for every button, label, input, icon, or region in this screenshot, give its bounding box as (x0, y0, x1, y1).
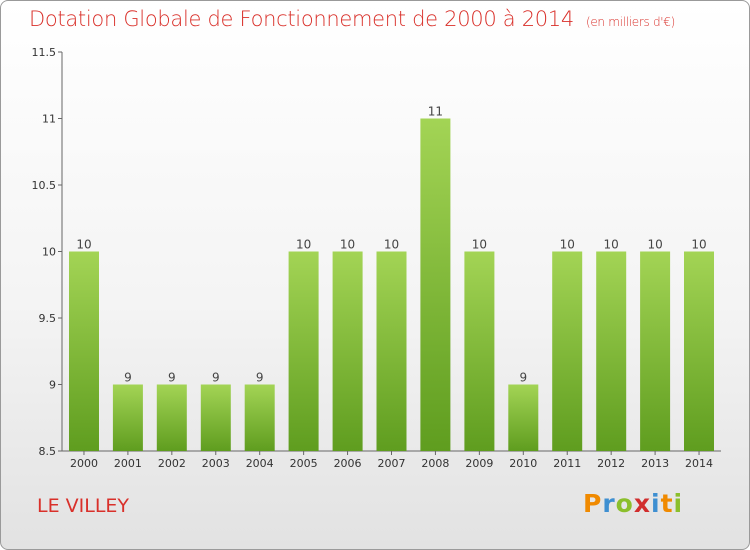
data-label: 10 (472, 238, 487, 252)
y-tick-label: 10 (42, 246, 56, 259)
x-tick-label: 2009 (465, 457, 493, 470)
data-label: 10 (76, 238, 91, 252)
bar-2010 (508, 384, 539, 451)
x-tick-label: 2002 (158, 457, 186, 470)
data-label: 9 (124, 371, 132, 385)
bar-2013 (640, 251, 671, 451)
y-tick-label: 11 (42, 113, 56, 126)
chart-bars (69, 118, 714, 451)
data-label: 9 (168, 371, 176, 385)
y-tick-label: 8.5 (39, 445, 57, 458)
chart-subtitle: (en milliers d'€) (585, 15, 675, 29)
chart-title: Dotation Globale de Fonctionnement de 20… (29, 7, 675, 31)
x-tick-label: 2004 (246, 457, 274, 470)
x-tick-label: 2006 (334, 457, 362, 470)
bar-2005 (288, 251, 319, 451)
data-label: 9 (212, 371, 220, 385)
data-label: 11 (428, 105, 443, 119)
data-label: 10 (340, 238, 355, 252)
bar-2007 (376, 251, 407, 451)
data-label: 10 (647, 238, 662, 252)
bar-2011 (552, 251, 583, 451)
bar-2001 (112, 384, 143, 451)
chart-labels: 2000 10 2001 9 2002 9 2003 9 2004 9 2005 10 2006 10 20… (70, 105, 713, 471)
bar-2008 (420, 118, 451, 451)
bar-2014 (684, 251, 714, 451)
data-label: 10 (691, 238, 706, 252)
x-tick-label: 2003 (202, 457, 230, 470)
data-label: 10 (560, 238, 575, 252)
x-tick-label: 2011 (553, 457, 581, 470)
bar-2012 (596, 251, 627, 451)
y-tick-label: 11.5 (32, 46, 57, 59)
commune-name: LE VILLEY (37, 495, 130, 517)
title-text: Dotation Globale de Fonctionnement de 20… (29, 7, 574, 31)
data-label: 9 (519, 371, 527, 385)
bar-2003 (200, 384, 231, 451)
x-tick-label: 2010 (509, 457, 537, 470)
x-tick-label: 2005 (290, 457, 318, 470)
x-tick-label: 2008 (421, 457, 449, 470)
proxiti-logo[interactable]: Proxiti (583, 489, 684, 518)
bar-2006 (332, 251, 363, 451)
x-tick-label: 2013 (641, 457, 669, 470)
x-tick-label: 2001 (114, 457, 142, 470)
x-tick-label: 2012 (597, 457, 625, 470)
y-tick-label: 9 (49, 379, 56, 392)
bar-2009 (464, 251, 495, 451)
x-tick-label: 2007 (378, 457, 406, 470)
data-label: 9 (256, 371, 264, 385)
y-tick-label: 9.5 (39, 312, 57, 325)
bar-2002 (156, 384, 187, 451)
x-tick-label: 2014 (685, 457, 713, 470)
x-tick-label: 2000 (70, 457, 98, 470)
data-label: 10 (384, 238, 399, 252)
data-label: 10 (296, 238, 311, 252)
bar-2000 (69, 251, 99, 451)
bar-2004 (244, 384, 275, 451)
data-label: 10 (604, 238, 619, 252)
y-tick-label: 10.5 (32, 179, 57, 192)
